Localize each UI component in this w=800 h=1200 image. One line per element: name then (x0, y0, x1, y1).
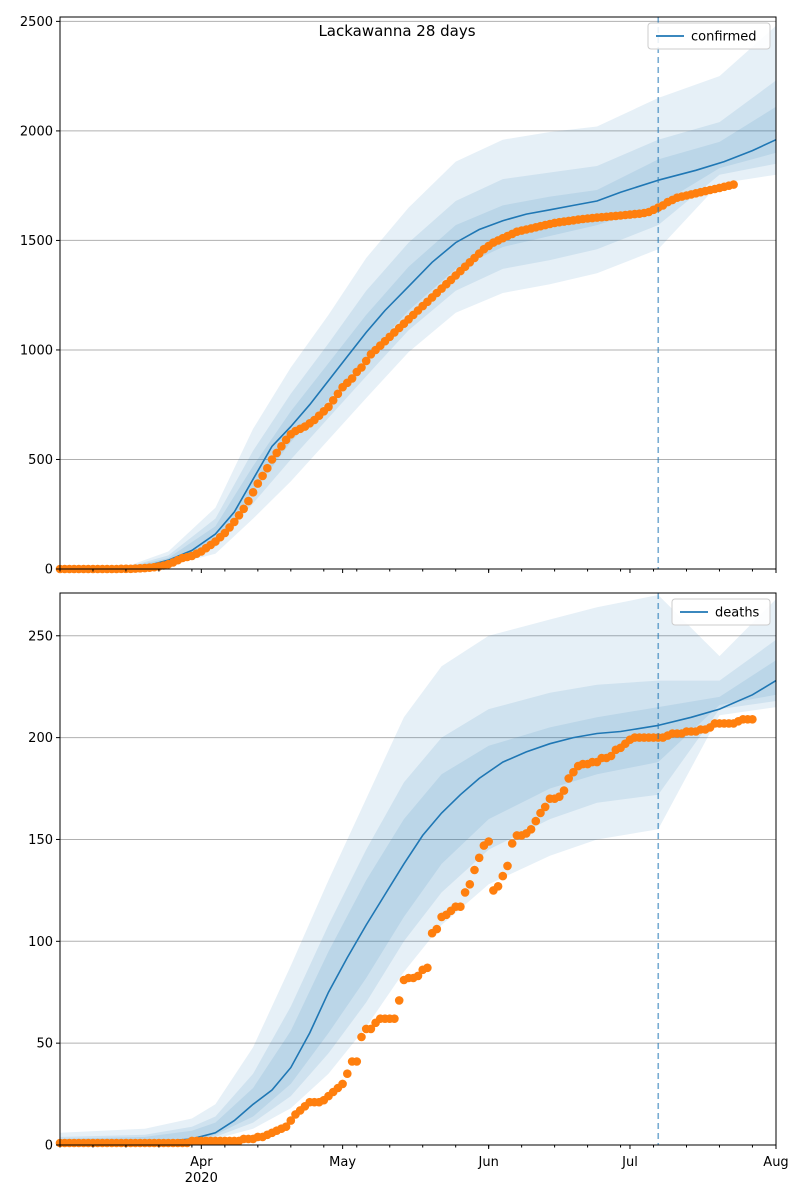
observed-point (540, 802, 550, 812)
observed-point (333, 389, 343, 399)
observed-point (366, 1024, 376, 1034)
observed-point (361, 356, 371, 366)
observed-point (343, 1069, 352, 1078)
legend-label: confirmed (691, 30, 757, 45)
y-tick-label: 1000 (20, 343, 53, 358)
observed-point (263, 463, 272, 473)
observed-point (526, 825, 536, 834)
y-tick-label: 150 (28, 833, 53, 848)
y-tick-label: 500 (28, 453, 53, 468)
confidence-band-1 (60, 595, 776, 1145)
observed-point (357, 1032, 366, 1042)
observed-point (328, 396, 338, 405)
figure-title: Lackawanna 28 days (318, 22, 475, 40)
observed-point (281, 1122, 291, 1131)
observed-point (559, 786, 569, 795)
observed-point (357, 363, 366, 372)
y-tick-label: 50 (36, 1037, 53, 1052)
observed-point (253, 479, 263, 488)
y-tick-label: 1500 (20, 234, 53, 249)
observed-point (465, 880, 475, 889)
observed-point (503, 861, 512, 871)
observed-point (569, 767, 578, 777)
observed-point (748, 715, 757, 724)
observed-point (272, 448, 282, 458)
projection-line (657, 138, 777, 181)
observed-point (493, 882, 503, 891)
observed-point (286, 1116, 296, 1125)
observed-point (432, 924, 442, 934)
observed-point (394, 996, 404, 1005)
observed-point (498, 871, 508, 881)
observed-point (338, 1079, 347, 1089)
x-tick-label: Aug (763, 1155, 788, 1170)
y-tick-label: 0 (45, 563, 53, 578)
observed-point (474, 853, 484, 863)
legend-box (671, 598, 771, 626)
observed-point (277, 442, 286, 451)
observed-point (267, 455, 277, 464)
legend-box (647, 22, 771, 50)
projection-line (658, 679, 777, 727)
observed-point (258, 471, 267, 481)
confidence-band-1 (60, 25, 776, 570)
x-tick-label: Jul (621, 1155, 638, 1170)
observed-point (352, 1057, 362, 1066)
observed-point (456, 902, 465, 911)
observed-point (413, 971, 423, 981)
y-tick-label: 200 (28, 731, 53, 746)
observed-point (239, 504, 248, 514)
y-tick-label: 250 (28, 629, 53, 644)
x-tick-label: Jun (478, 1155, 499, 1170)
y-tick-label: 0 (45, 1139, 53, 1154)
confirmed-panel: 0 500 1000 1500 2000 2500 confirmed (20, 15, 777, 578)
observed-point (347, 374, 357, 383)
observed-point (531, 816, 541, 826)
observed-point (244, 496, 253, 506)
y-tick-label: 2000 (20, 124, 53, 139)
observed-point (423, 963, 432, 973)
y-tick-label: 2500 (20, 15, 53, 30)
observed-point (606, 751, 616, 761)
observed-point (536, 808, 545, 818)
y-tick-label: 100 (28, 935, 53, 950)
confidence-band-2 (60, 80, 776, 569)
x-tick-label: May (329, 1155, 356, 1170)
plot-frame (59, 592, 777, 1146)
observed-point (555, 792, 564, 801)
observed-point (324, 402, 333, 412)
observed-point (234, 511, 244, 520)
legend-label: deaths (715, 606, 760, 621)
model-line (59, 724, 659, 1146)
plot-frame (59, 16, 777, 570)
observed-point (460, 888, 470, 897)
observed-point (484, 837, 494, 846)
observed-point (230, 517, 239, 527)
x-tick-label: Apr (190, 1155, 213, 1170)
observed-point (248, 488, 258, 497)
x-tick-sublabel: 2020 (185, 1171, 218, 1186)
confidence-band-3 (60, 106, 776, 570)
observed-point (507, 839, 517, 848)
observed-point (729, 180, 738, 189)
observed-point (390, 1014, 399, 1023)
observed-point (470, 865, 479, 875)
observed-point (564, 774, 573, 783)
confidence-band-3 (60, 660, 776, 1145)
